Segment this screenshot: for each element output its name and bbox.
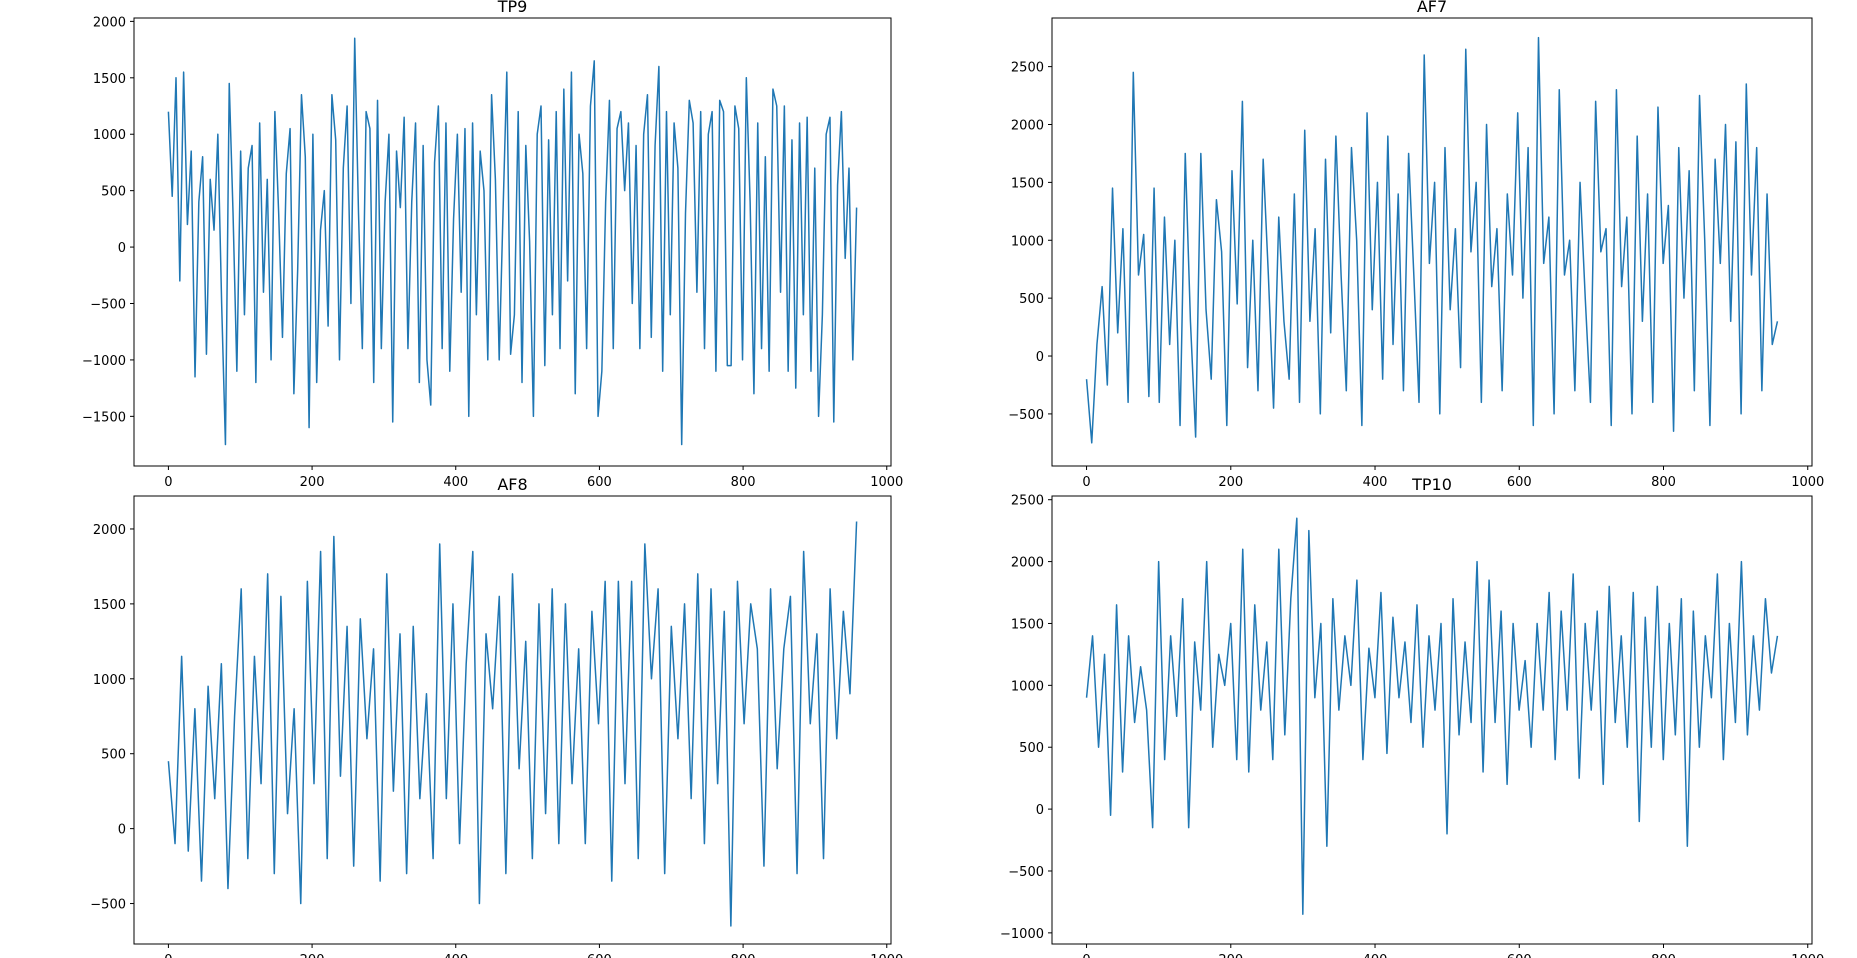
series-line-0 (1085, 36, 1779, 444)
y-tick-label: 1500 (1011, 176, 1044, 191)
y-tick-label: 500 (101, 748, 126, 763)
axes-frame (1051, 17, 1813, 467)
subplot-title: TP9 (497, 0, 528, 16)
subplot-title: TP10 (1411, 475, 1452, 494)
x-tick-label: 0 (164, 475, 172, 490)
x-tick-label: 0 (1082, 475, 1090, 490)
y-tick-label: 1000 (93, 128, 126, 143)
y-tick-label: 2000 (93, 523, 126, 538)
y-tick-label: 1500 (93, 72, 126, 87)
x-tick-label: 1000 (1791, 475, 1824, 490)
axes-frame (133, 17, 892, 467)
x-tick-label: 200 (300, 953, 325, 958)
y-tick-label: 500 (1019, 741, 1044, 756)
subplot-title: AF7 (1417, 0, 1447, 16)
x-tick-label: 600 (587, 475, 612, 490)
y-tick-label: 1500 (93, 598, 126, 613)
axes-frame (133, 495, 892, 945)
y-tick-label: 2000 (1011, 119, 1044, 134)
y-tick-label: 500 (1019, 292, 1044, 307)
y-tick-label: −1000 (82, 354, 126, 369)
y-tick-label: 2000 (1011, 556, 1044, 571)
y-tick-label: 2000 (93, 15, 126, 30)
y-tick-label: 0 (1036, 803, 1044, 818)
x-tick-label: 1000 (1791, 953, 1824, 958)
x-tick-label: 200 (300, 475, 325, 490)
subplot-0: TP9 0 200 400 600 800 1000 −1500 −1000 −500 0 500 10… (82, 0, 903, 490)
x-tick-label: 600 (1507, 475, 1532, 490)
subplot-1: AF7 0 200 400 600 800 1000 −500 0 500 1000 1500 2000… (1008, 0, 1824, 490)
y-tick-label: −1500 (82, 410, 126, 425)
x-tick-label: 800 (1651, 475, 1676, 490)
x-tick-label: 800 (1651, 953, 1676, 958)
x-tick-label: 600 (1507, 953, 1532, 958)
y-tick-label: −500 (90, 898, 126, 913)
y-tick-label: 1000 (1011, 234, 1044, 249)
y-tick-label: 0 (1036, 350, 1044, 365)
series-line-0 (167, 521, 858, 927)
y-tick-label: 0 (118, 823, 126, 838)
y-tick-label: 2500 (1011, 494, 1044, 509)
x-tick-label: 200 (1218, 953, 1243, 958)
x-tick-label: 200 (1218, 475, 1243, 490)
y-tick-label: −1000 (1000, 927, 1044, 942)
y-tick-label: −500 (1008, 408, 1044, 423)
x-tick-label: 800 (731, 953, 756, 958)
y-tick-label: 0 (118, 241, 126, 256)
x-tick-label: 400 (443, 475, 468, 490)
y-tick-label: 2500 (1011, 61, 1044, 76)
y-tick-label: 1000 (1011, 679, 1044, 694)
x-tick-label: 400 (1363, 475, 1388, 490)
y-tick-label: −500 (1008, 865, 1044, 880)
y-tick-label: 1500 (1011, 617, 1044, 632)
x-tick-label: 400 (1363, 953, 1388, 958)
x-tick-label: 400 (443, 953, 468, 958)
series-line-0 (1085, 517, 1779, 916)
x-tick-label: 0 (1082, 953, 1090, 958)
subplot-title: AF8 (497, 475, 527, 494)
x-tick-label: 800 (731, 475, 756, 490)
y-tick-label: 500 (101, 185, 126, 200)
subplot-3: TP10 0 200 400 600 800 1000 −1000 −500 0 500 1000 15… (1000, 475, 1824, 958)
y-tick-label: −500 (90, 298, 126, 313)
x-tick-label: 600 (587, 953, 612, 958)
x-tick-label: 0 (164, 953, 172, 958)
y-tick-label: 1000 (93, 673, 126, 688)
x-tick-label: 1000 (870, 475, 903, 490)
x-tick-label: 1000 (870, 953, 903, 958)
axes-frame (1051, 495, 1813, 945)
series-line-0 (167, 37, 858, 446)
